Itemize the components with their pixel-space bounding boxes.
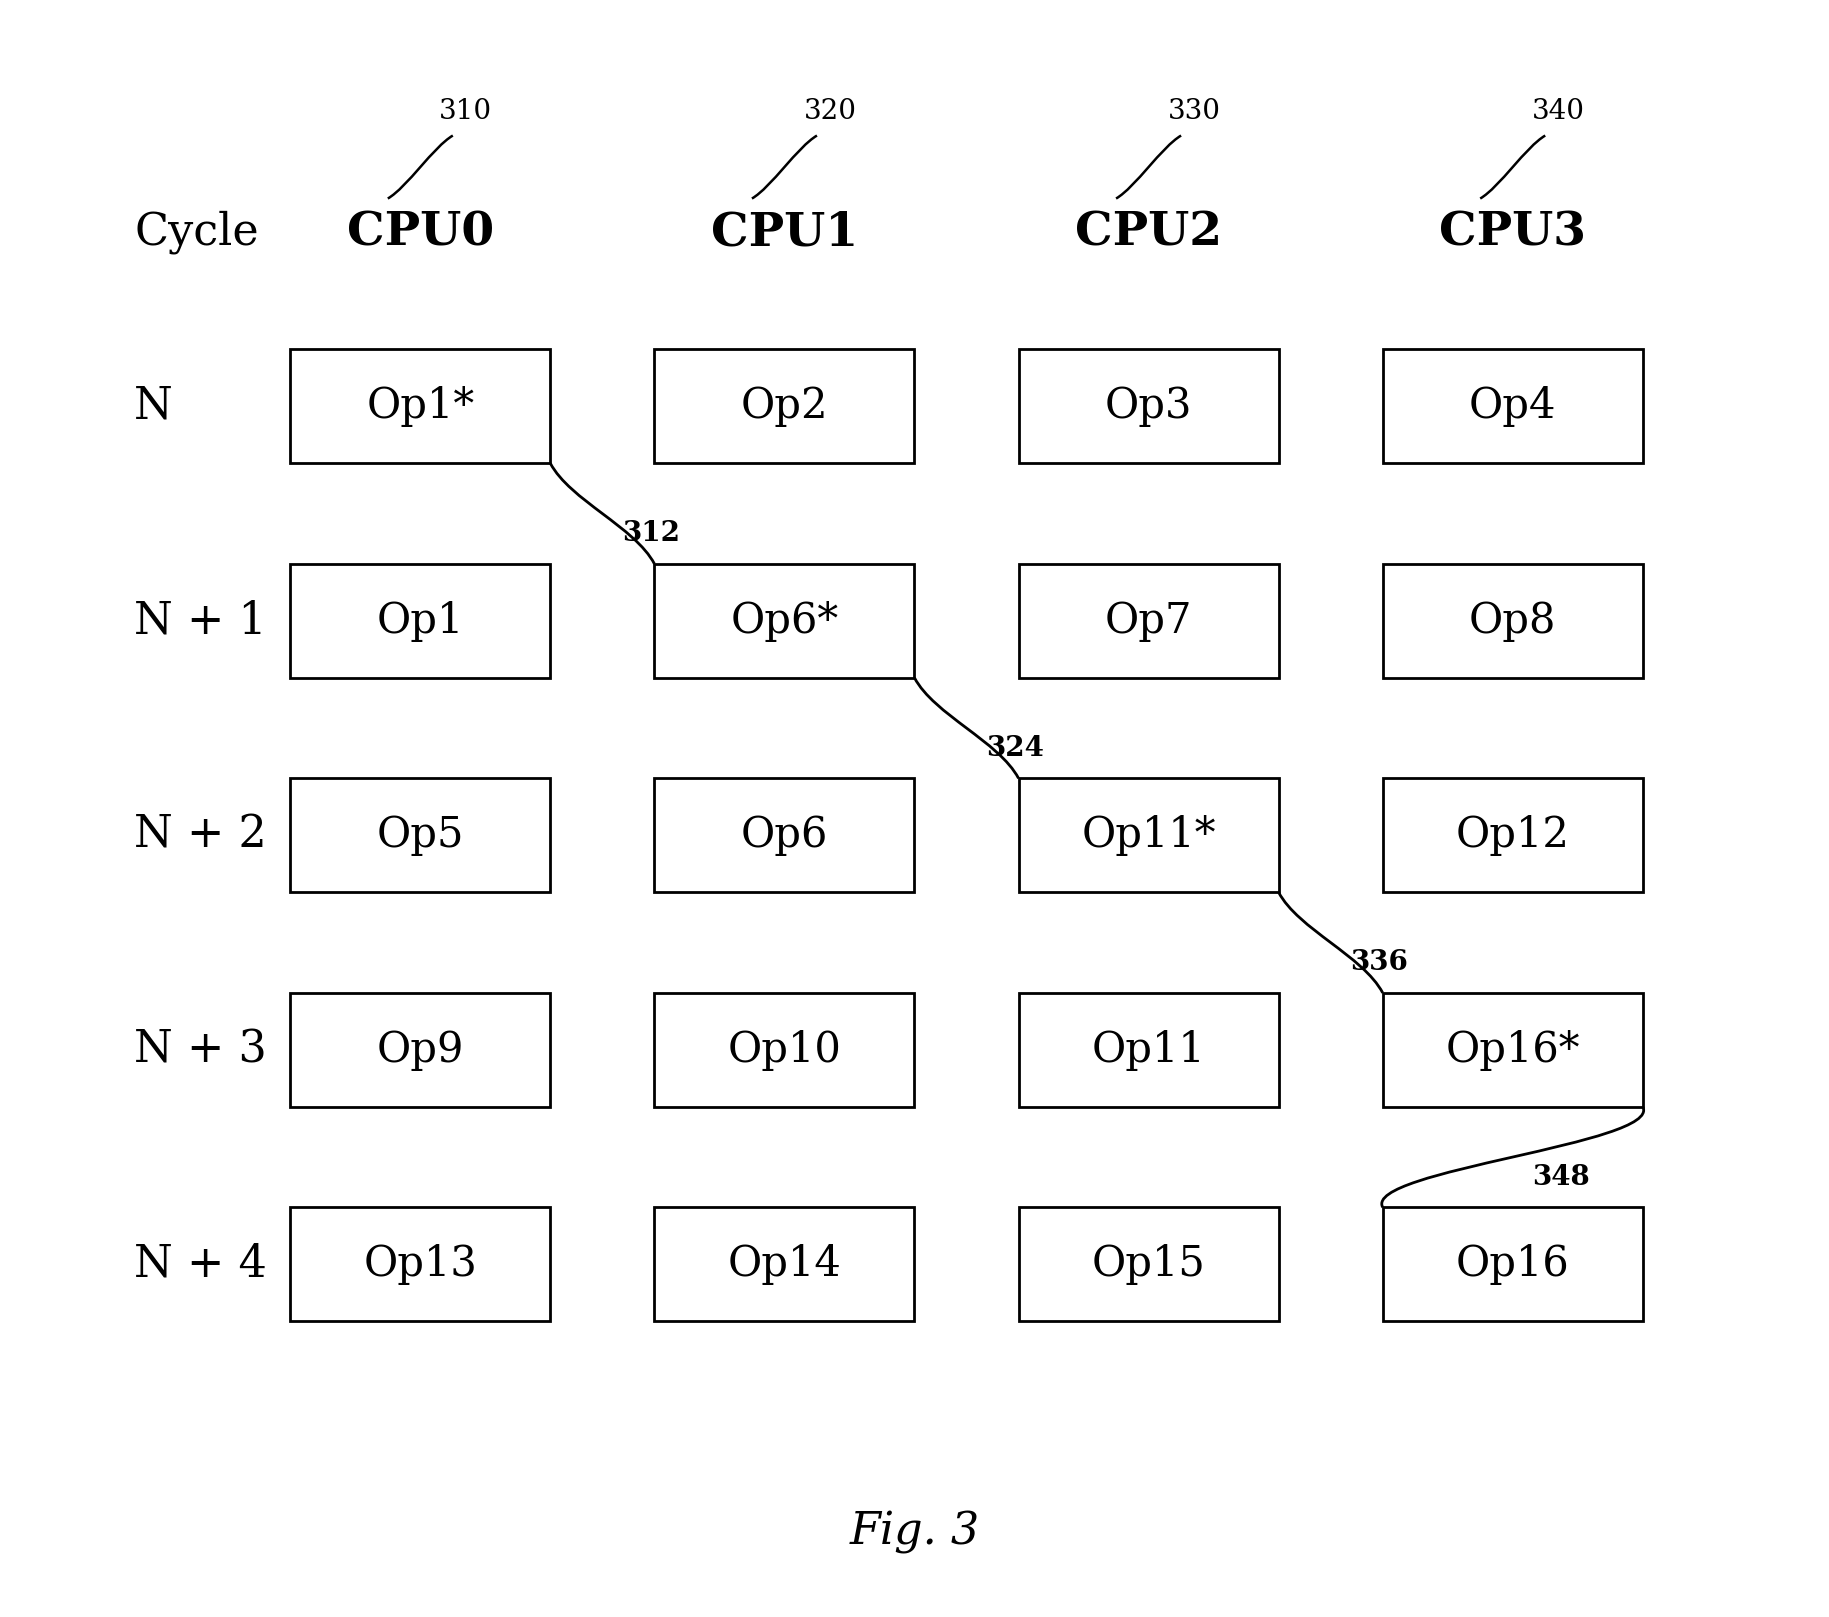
Text: Op4: Op4 [1469,385,1556,427]
Text: Op6: Op6 [741,815,829,857]
Text: 348: 348 [1533,1164,1589,1190]
Text: Op7: Op7 [1105,600,1193,642]
FancyBboxPatch shape [655,564,914,678]
FancyBboxPatch shape [655,778,914,893]
Text: Op11: Op11 [1092,1028,1205,1070]
FancyBboxPatch shape [291,564,551,678]
FancyBboxPatch shape [1383,349,1642,464]
FancyBboxPatch shape [1383,993,1642,1106]
Text: N + 4: N + 4 [134,1243,267,1286]
FancyBboxPatch shape [1019,349,1278,464]
FancyBboxPatch shape [1383,778,1642,893]
Text: 336: 336 [1350,949,1408,977]
Text: 340: 340 [1531,99,1584,125]
FancyBboxPatch shape [1383,1208,1642,1321]
Text: Op3: Op3 [1105,385,1193,427]
Text: Op12: Op12 [1456,815,1569,857]
FancyBboxPatch shape [1383,564,1642,678]
Text: Op16: Op16 [1456,1243,1569,1286]
Text: Op2: Op2 [741,385,829,427]
Text: N + 1: N + 1 [134,600,267,642]
Text: Cycle: Cycle [134,210,260,254]
FancyBboxPatch shape [655,1208,914,1321]
FancyBboxPatch shape [1019,1208,1278,1321]
Text: 310: 310 [439,99,492,125]
FancyBboxPatch shape [1019,564,1278,678]
Text: Op15: Op15 [1092,1243,1205,1286]
Text: Op1*: Op1* [366,385,474,427]
FancyBboxPatch shape [291,349,551,464]
Text: N + 3: N + 3 [134,1028,267,1072]
Text: 324: 324 [986,734,1044,762]
FancyBboxPatch shape [291,993,551,1106]
Text: CPU0: CPU0 [348,209,494,255]
Text: 320: 320 [803,99,856,125]
Text: Op8: Op8 [1469,600,1556,642]
Text: Op9: Op9 [377,1028,465,1070]
FancyBboxPatch shape [655,349,914,464]
Text: N + 2: N + 2 [134,813,267,857]
Text: Op16*: Op16* [1445,1028,1580,1070]
Text: 312: 312 [622,521,680,547]
Text: Op10: Op10 [728,1028,841,1070]
Text: Fig. 3: Fig. 3 [849,1510,980,1554]
Text: Op14: Op14 [728,1243,841,1286]
Text: N: N [134,385,174,429]
Text: Op6*: Op6* [730,600,838,642]
Text: Op1: Op1 [377,600,465,642]
Text: Op11*: Op11* [1081,815,1216,857]
Text: Op13: Op13 [364,1243,477,1286]
Text: CPU2: CPU2 [1075,209,1222,255]
Text: Op5: Op5 [377,815,465,857]
Text: CPU3: CPU3 [1439,209,1586,255]
FancyBboxPatch shape [655,993,914,1106]
FancyBboxPatch shape [1019,778,1278,893]
Text: CPU1: CPU1 [711,209,858,255]
FancyBboxPatch shape [291,1208,551,1321]
FancyBboxPatch shape [291,778,551,893]
Text: 330: 330 [1167,99,1220,125]
FancyBboxPatch shape [1019,993,1278,1106]
